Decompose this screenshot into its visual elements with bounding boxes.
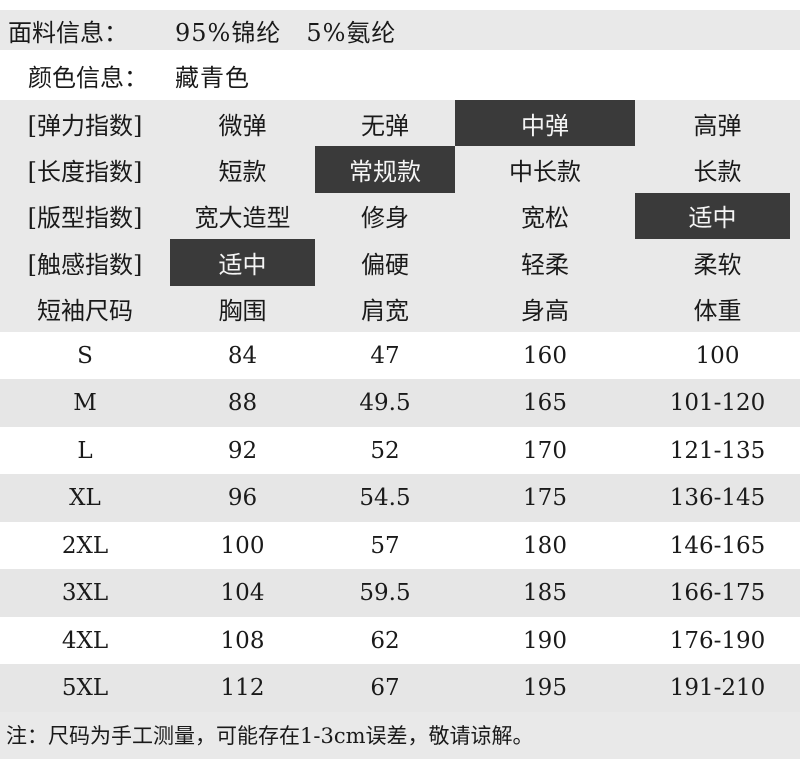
height-cell: 165 <box>523 390 567 417</box>
touch-index-label: [触感指数] <box>27 250 143 279</box>
elasticity-index-label: [弹力指数] <box>27 111 143 140</box>
height-cell: 195 <box>523 675 567 702</box>
chest-cell: 104 <box>220 580 265 607</box>
length-option: 长款 <box>693 158 742 187</box>
height-cell: 190 <box>523 627 567 654</box>
size-row-l: L 92 52 170 121-135 <box>0 426 800 475</box>
fabric-info-row: 面料信息： 95%锦纶 5%氨纶 <box>0 10 800 50</box>
shoulder-cell: 54.5 <box>359 485 411 512</box>
measurement-note-band: 注：尺码为手工测量，可能存在1-3cm误差，敬请谅解。 <box>0 711 800 759</box>
chest-cell: 84 <box>227 342 258 369</box>
color-label: 颜色信息： <box>28 63 148 92</box>
shoulder-cell: 62 <box>370 627 400 654</box>
weight-cell: 191-210 <box>669 675 766 702</box>
chest-cell: 108 <box>220 627 265 654</box>
height-cell: 175 <box>523 485 567 512</box>
color-info-row: 颜色信息： 藏青色 <box>0 50 800 100</box>
size-table-body: S 84 47 160 100 M 88 49.5 165 101-120 L … <box>0 331 800 712</box>
weight-cell: 136-145 <box>669 485 766 512</box>
fit-option-selected: 适中 <box>635 192 790 240</box>
height-cell: 185 <box>523 580 567 607</box>
length-index-label: [长度指数] <box>27 158 143 187</box>
shoulder-cell: 59.5 <box>359 580 411 607</box>
top-margin <box>0 0 800 10</box>
size-cell: M <box>73 390 97 417</box>
size-row-xl: XL 96 54.5 175 136-145 <box>0 474 800 522</box>
size-cell: 2XL <box>61 532 109 559</box>
size-cell: L <box>77 437 93 464</box>
size-row-m: M 88 49.5 165 101-120 <box>0 379 800 427</box>
size-cell: XL <box>69 485 101 512</box>
elasticity-option: 无弹 <box>361 111 409 140</box>
size-cell: 3XL <box>61 580 109 607</box>
chest-cell: 96 <box>227 485 258 512</box>
touch-option-selected: 适中 <box>170 239 315 286</box>
index-block: [弹力指数] 微弹 无弹 中弹 高弹 [长度指数] 短款 常规款 中长款 长款 … <box>0 100 800 332</box>
touch-index-row: [触感指数] 适中 偏硬 轻柔 柔软 <box>0 239 800 286</box>
size-row-2xl: 2XL 100 57 180 146-165 <box>0 521 800 570</box>
shoulder-cell: 52 <box>370 437 400 464</box>
measurement-note: 注：尺码为手工测量，可能存在1-3cm误差，敬请谅解。 <box>6 724 534 749</box>
weight-cell: 121-135 <box>669 437 766 464</box>
touch-option: 偏硬 <box>361 250 409 279</box>
size-row-5xl: 5XL 112 67 195 191-210 <box>0 664 800 712</box>
chest-cell: 88 <box>227 390 258 417</box>
color-value: 藏青色 <box>175 63 250 92</box>
size-row-4xl: 4XL 108 62 190 176-190 <box>0 616 800 665</box>
shoulder-header: 肩宽 <box>361 297 409 326</box>
size-table-header: 短袖尺码 <box>37 297 133 326</box>
shoulder-cell: 49.5 <box>359 390 411 417</box>
fit-option: 宽大造型 <box>194 204 291 233</box>
length-option: 中长款 <box>509 158 581 187</box>
fit-option: 宽松 <box>521 204 569 233</box>
size-cell: 5XL <box>61 675 109 702</box>
weight-cell: 166-175 <box>669 580 766 607</box>
shoulder-cell: 57 <box>370 532 400 559</box>
fit-index-label: [版型指数] <box>27 204 143 233</box>
shoulder-cell: 67 <box>370 675 400 702</box>
fabric-label: 面料信息： <box>8 18 128 47</box>
size-row-3xl: 3XL 104 59.5 185 166-175 <box>0 569 800 617</box>
fit-index-row: [版型指数] 宽大造型 修身 宽松 适中 <box>0 192 800 240</box>
chest-cell: 92 <box>227 437 258 464</box>
size-row-s: S 84 47 160 100 <box>0 331 800 380</box>
weight-cell: 146-165 <box>669 532 766 559</box>
touch-option: 轻柔 <box>521 250 569 279</box>
size-cell: 4XL <box>61 627 109 654</box>
weight-header: 体重 <box>693 297 742 326</box>
height-cell: 170 <box>523 437 567 464</box>
height-header: 身高 <box>521 297 569 326</box>
touch-option: 柔软 <box>693 250 742 279</box>
shoulder-cell: 47 <box>370 342 400 369</box>
chest-header: 胸围 <box>218 297 267 326</box>
size-table-header-row: 短袖尺码 胸围 肩宽 身高 体重 <box>0 286 800 332</box>
elasticity-option: 高弹 <box>693 111 742 140</box>
chest-cell: 100 <box>220 532 265 559</box>
length-index-row: [长度指数] 短款 常规款 中长款 长款 <box>0 146 800 193</box>
height-cell: 160 <box>523 342 567 369</box>
elasticity-option-selected: 中弹 <box>455 100 635 147</box>
weight-cell: 176-190 <box>669 627 766 654</box>
weight-cell: 100 <box>695 342 740 369</box>
height-cell: 180 <box>523 532 567 559</box>
length-option: 短款 <box>218 158 267 187</box>
elasticity-index-row: [弹力指数] 微弹 无弹 中弹 高弹 <box>0 100 800 147</box>
length-option-selected: 常规款 <box>315 146 455 193</box>
weight-cell: 101-120 <box>669 390 766 417</box>
fabric-value: 95%锦纶 5%氨纶 <box>175 18 397 47</box>
chest-cell: 112 <box>220 675 265 702</box>
elasticity-option: 微弹 <box>218 111 267 140</box>
fit-option: 修身 <box>361 204 409 233</box>
size-cell: S <box>77 342 93 369</box>
